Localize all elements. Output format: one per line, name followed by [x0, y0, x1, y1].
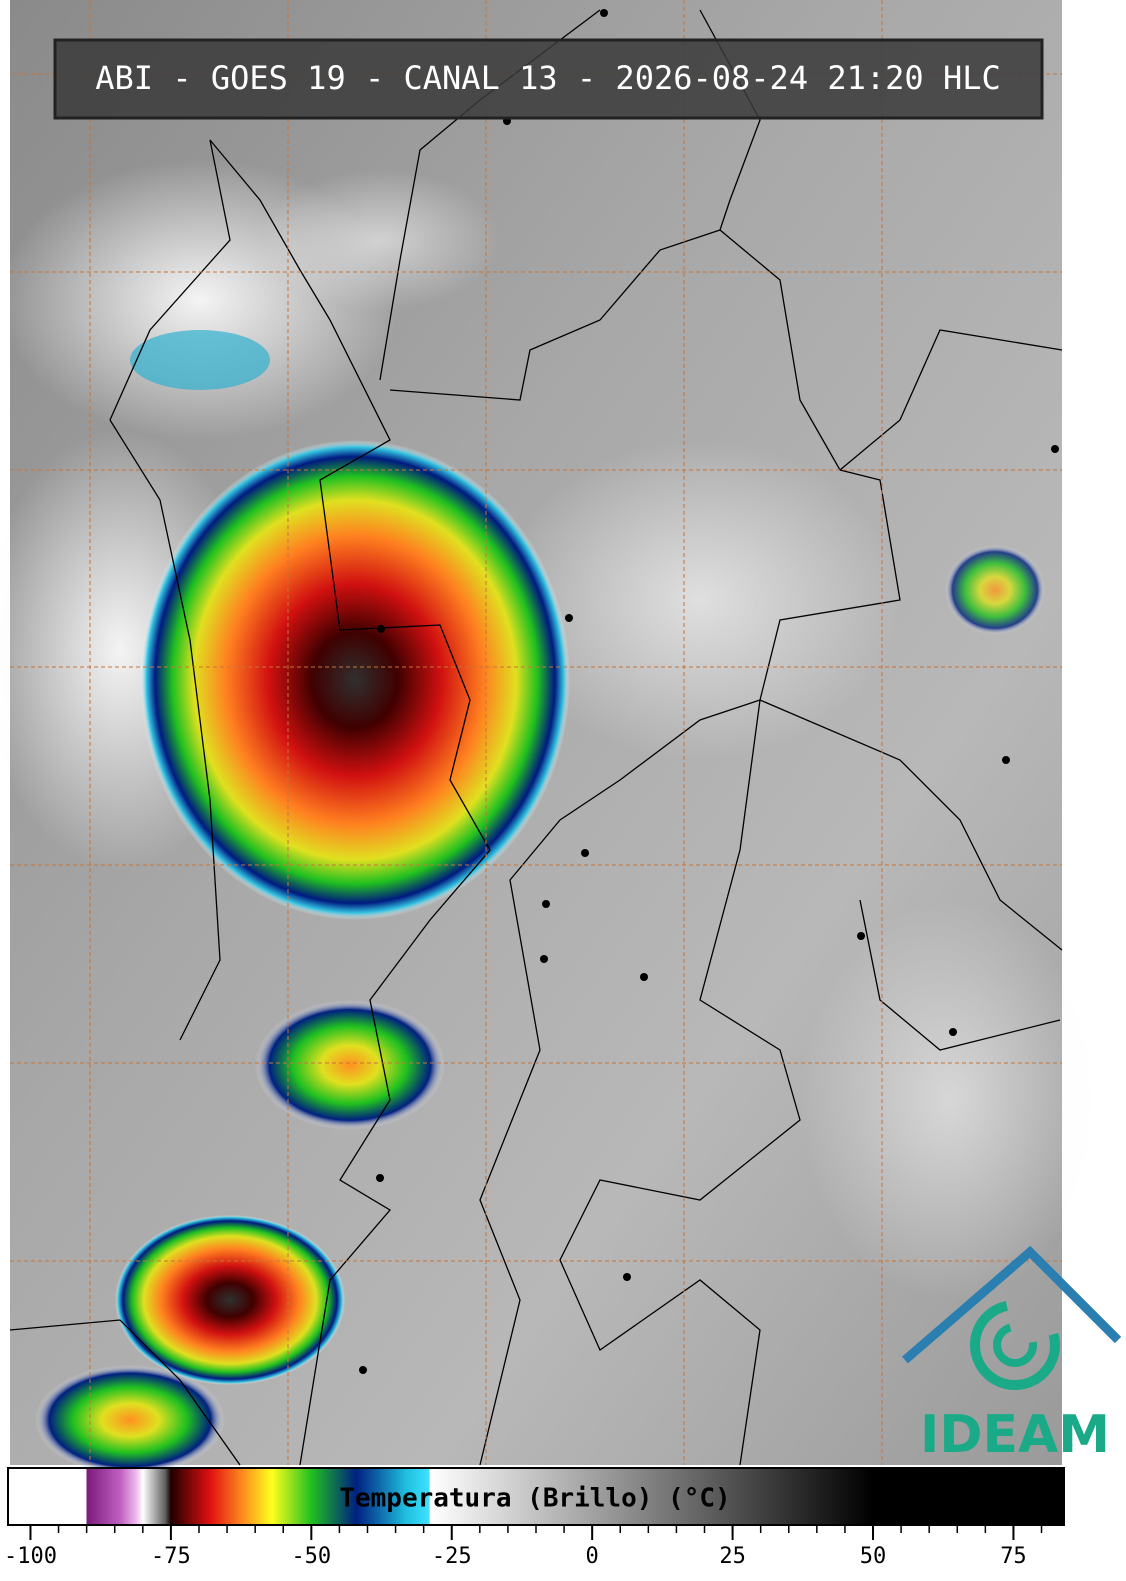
tick-label: 50	[860, 1544, 887, 1569]
city	[542, 900, 550, 908]
logo: IDEAM	[902, 1245, 1122, 1465]
colorbar-fill	[7, 1467, 1065, 1526]
tick-label: -50	[291, 1544, 331, 1569]
city	[1051, 445, 1059, 453]
title: ABI - GOES 19 - CANAL 13 - 2026-08-24 21…	[95, 59, 1000, 97]
tick-label: -25	[432, 1544, 472, 1569]
city	[581, 849, 589, 857]
title-box	[53, 38, 1044, 120]
borders	[9, 9, 1063, 1466]
tick-label: -100	[4, 1544, 57, 1569]
city	[1002, 756, 1010, 764]
city	[540, 955, 548, 963]
city	[640, 973, 648, 981]
city	[949, 1028, 957, 1036]
tick-label: 0	[586, 1544, 599, 1569]
city	[857, 932, 865, 940]
city	[623, 1273, 631, 1281]
tick-label: 75	[1000, 1544, 1027, 1569]
city	[377, 625, 385, 633]
colorbar: Temperatura (Brillo) (°C) -100 -75 -50 -25 0…	[4, 1467, 1065, 1569]
colorbar-label: Temperatura (Brillo) (°C)	[339, 1484, 730, 1514]
city	[376, 1174, 384, 1182]
tick-label: -75	[151, 1544, 191, 1569]
city	[565, 614, 573, 622]
logo-text: IDEAM	[920, 1405, 1110, 1465]
tick-label: 25	[719, 1544, 746, 1569]
satellite-image	[0, 0, 1100, 1475]
city	[359, 1366, 367, 1374]
city	[600, 9, 608, 17]
